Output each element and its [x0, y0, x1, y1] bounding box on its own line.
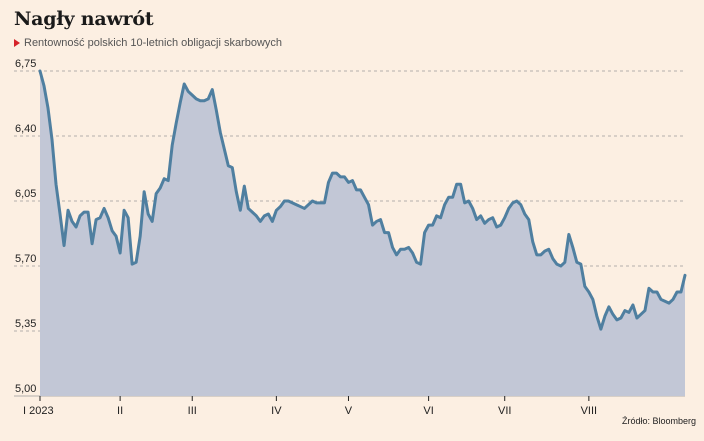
x-tick-label: VII [498, 405, 511, 417]
series-area-fill [40, 71, 685, 396]
source-note: Źródło: Bloomberg [621, 416, 696, 426]
red-triangle-marker-icon [14, 39, 20, 47]
x-tick-label: VIII [581, 405, 598, 417]
y-tick-label: 5,70 [15, 253, 36, 265]
y-tick-label: 5,00 [15, 383, 36, 395]
x-tick-label: II [117, 405, 123, 417]
x-axis-ticks: I 2023 II III IV V VI VII VIII [23, 396, 597, 417]
x-tick-label: V [345, 405, 353, 417]
y-tick-label: 6,40 [15, 123, 36, 135]
x-tick-label: IV [271, 405, 282, 417]
chart-subtitle: Rentowność polskich 10-letnich obligacji… [14, 37, 282, 49]
y-tick-label: 5,35 [15, 318, 36, 330]
chart-title: Nagły nawrót [14, 8, 154, 30]
area-series [38, 69, 687, 396]
x-tick-label: III [188, 405, 197, 417]
x-tick-label: VI [423, 405, 433, 417]
series-line [38, 69, 687, 331]
y-axis-ticks: 6,75 6,40 6,05 5,70 5,35 5,00 [15, 58, 36, 395]
x-tick-label: I 2023 [23, 405, 54, 417]
y-tick-label: 6,75 [15, 58, 36, 70]
y-tick-label: 6,05 [15, 188, 36, 200]
subtitle-text: Rentowność polskich 10-letnich obligacji… [24, 37, 283, 49]
